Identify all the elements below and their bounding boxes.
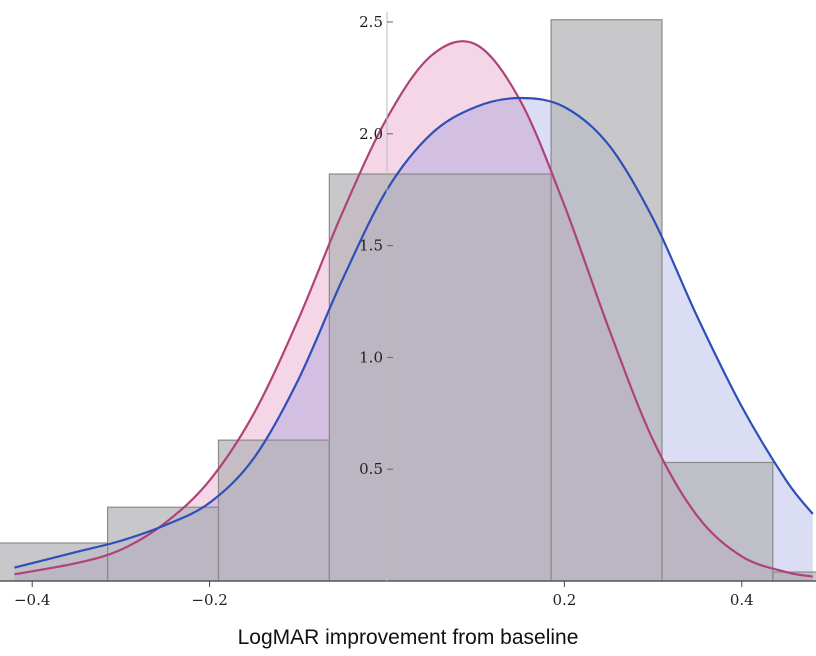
histogram-bar bbox=[661, 461, 774, 582]
x-axis-title: LogMAR improvement from baseline bbox=[238, 626, 579, 649]
histogram-bar bbox=[550, 19, 663, 582]
y-tick-label: 2.5 bbox=[359, 13, 383, 31]
density-curves bbox=[14, 40, 814, 578]
histogram-bar bbox=[328, 173, 552, 582]
tick-labels: −0.4 −0.2 0.2 0.4 0.5 1.0 1.5 2.0 2.5 bbox=[14, 13, 754, 609]
axes bbox=[0, 12, 816, 587]
x-tick-label: 0.4 bbox=[730, 591, 754, 609]
histogram-bar bbox=[106, 506, 220, 582]
y-tick-label: 0.5 bbox=[359, 460, 383, 478]
x-tick-label: −0.4 bbox=[14, 591, 50, 609]
blue-density-line bbox=[14, 96, 814, 569]
x-tick-label: −0.2 bbox=[191, 591, 227, 609]
histogram-bar bbox=[772, 571, 816, 582]
y-tick-label: 1.5 bbox=[359, 237, 383, 255]
y-tick-label: 1.0 bbox=[359, 348, 383, 366]
histogram-bar bbox=[217, 439, 330, 582]
y-tick-label: 2.0 bbox=[359, 125, 383, 143]
x-tick-label: 0.2 bbox=[552, 591, 576, 609]
magenta-density-line bbox=[14, 40, 813, 578]
